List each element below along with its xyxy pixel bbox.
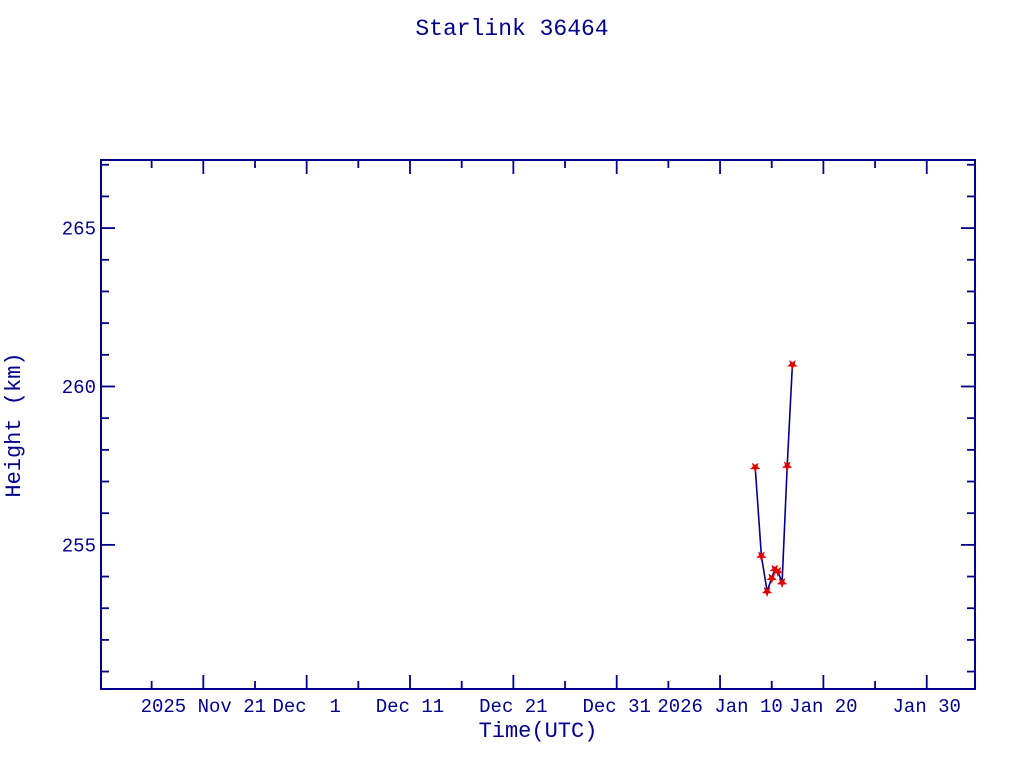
y-tick-label: 255 — [62, 535, 96, 557]
data-point-marker — [787, 360, 798, 371]
x-tick-label: Dec 1 — [272, 696, 340, 718]
data-point-marker — [776, 578, 788, 589]
data-point-marker — [749, 462, 761, 473]
data-point-marker — [766, 573, 777, 584]
x-tick-label: Dec 21 — [479, 696, 547, 718]
x-tick-label: 2026 Jan 10 — [657, 696, 782, 718]
x-axis-title: Time(UTC) — [478, 719, 598, 744]
x-tick-label: 2025 Nov 21 — [141, 696, 266, 718]
x-tick-label: Jan 30 — [893, 696, 961, 718]
chart-title: Starlink 36464 — [415, 16, 609, 42]
plot-frame — [100, 159, 976, 690]
data-point-marker — [772, 567, 784, 577]
data-point-marker — [781, 461, 793, 472]
x-tick-label: Jan 20 — [789, 696, 857, 718]
data-point-marker — [761, 586, 773, 597]
x-tick-label: Dec 11 — [376, 696, 444, 718]
y-tick-label: 265 — [62, 219, 96, 241]
x-tick-label: Dec 31 — [582, 696, 650, 718]
y-tick-label: 260 — [62, 377, 96, 399]
data-point-marker — [756, 551, 767, 562]
